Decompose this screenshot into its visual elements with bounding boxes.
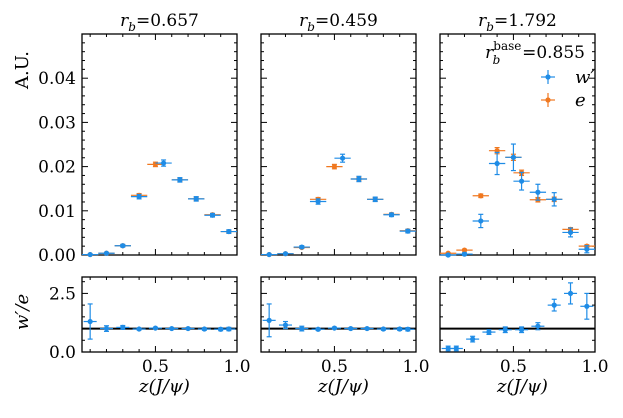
ratio-point	[103, 325, 110, 332]
x-tick-label: 1.0	[581, 357, 608, 377]
w-prime-point	[315, 198, 321, 205]
ratio-point	[470, 336, 476, 342]
axes-frame	[439, 33, 596, 256]
w-prime-point	[266, 251, 272, 258]
ratio-point	[551, 302, 557, 308]
axes-frame	[81, 33, 238, 256]
w-prime-point	[584, 246, 590, 252]
ratio-point	[218, 326, 224, 332]
w-prime-point	[388, 212, 395, 218]
ratio-point	[201, 326, 207, 332]
y-tick-label: 0.04	[38, 69, 76, 89]
panel-title: rb=1.792	[478, 11, 557, 34]
w-prime-point	[160, 160, 167, 166]
ratio-point	[486, 329, 492, 335]
x-axis-label: z(J/ψ)	[496, 376, 548, 397]
y-tick-label: 0.0	[49, 343, 76, 363]
ratio-point	[405, 326, 411, 332]
y-tick-label: 0.03	[38, 113, 76, 133]
w-prime-point	[445, 252, 451, 258]
x-axis-label: z(J/ψ)	[317, 376, 369, 397]
x-tick-label: 0.5	[500, 357, 527, 377]
y-tick-label: 0.00	[38, 246, 76, 266]
y-tick-label: 0.01	[38, 202, 76, 222]
e-point	[478, 193, 484, 199]
ratio-point	[364, 325, 370, 332]
y-tick-label: 0.02	[38, 158, 76, 178]
w-prime-point	[193, 196, 199, 202]
legend-marker	[545, 97, 551, 103]
w-prime-point	[535, 189, 541, 195]
w-prime-point	[372, 196, 378, 202]
ratio-point	[87, 318, 93, 325]
ratio-point	[282, 322, 289, 328]
ratio-point	[169, 325, 175, 332]
w-prime-point	[177, 177, 183, 183]
ratio-point	[299, 325, 305, 332]
w-prime-point	[209, 212, 216, 218]
legend-marker	[545, 74, 551, 80]
w-prime-point	[405, 228, 411, 234]
x-tick-label: 1.0	[402, 357, 429, 377]
ratio-point	[567, 290, 574, 297]
ratio-point	[502, 327, 508, 333]
w-prime-point	[226, 228, 232, 235]
axes-frame	[439, 276, 596, 353]
ratio-point	[331, 325, 338, 331]
x-tick-label: 1.0	[223, 357, 250, 377]
panel-title: rb=0.459	[299, 11, 378, 34]
axes-frame	[260, 33, 417, 256]
w-prime-point	[510, 154, 517, 160]
x-axis-label: z(J/ψ)	[138, 376, 190, 397]
ratio-point	[453, 345, 459, 352]
ratio-point	[152, 325, 159, 331]
x-tick-label: 0.5	[142, 357, 169, 377]
w-prime-point	[567, 229, 574, 236]
y-tick-label: 2.5	[49, 284, 76, 304]
ratio-point	[380, 326, 386, 332]
w-prime-point	[299, 244, 305, 250]
panel-title: rb=0.657	[120, 11, 199, 34]
ratio-point	[315, 326, 321, 332]
ratio-point	[348, 325, 354, 332]
base-label: rbase b =0.855	[485, 39, 585, 67]
y-axis-label-bottom: w′/e	[12, 294, 33, 330]
legend-label: w′	[575, 67, 595, 88]
ratio-point	[266, 317, 272, 323]
x-tick-label: 0.5	[321, 357, 348, 377]
legend-label: e	[575, 90, 586, 111]
axes-frame	[81, 276, 238, 353]
w-prime-point	[87, 251, 93, 258]
ratio-point	[185, 325, 191, 332]
w-prime-point	[494, 160, 500, 167]
ratio-point	[226, 326, 232, 332]
w-prime-point	[518, 178, 525, 184]
w-prime-point	[282, 251, 289, 257]
ratio-point	[445, 345, 451, 352]
axes-frame	[260, 276, 417, 353]
ratio-point	[136, 326, 142, 332]
w-prime-point	[339, 155, 346, 161]
w-prime-point	[551, 196, 557, 202]
w-prime-point	[461, 251, 468, 257]
ratio-point	[518, 327, 525, 333]
ratio-point	[584, 303, 590, 309]
w-prime-point	[120, 243, 126, 249]
w-prime-point	[136, 194, 142, 200]
w-prime-point	[103, 250, 110, 256]
ratio-point	[397, 326, 403, 332]
e-point	[331, 164, 338, 170]
y-axis-label-top: A.U.	[12, 51, 33, 90]
ratio-point	[535, 323, 541, 329]
w-prime-point	[478, 218, 484, 224]
e-point	[461, 247, 468, 253]
ratio-point	[120, 324, 126, 330]
w-prime-point	[356, 176, 362, 182]
